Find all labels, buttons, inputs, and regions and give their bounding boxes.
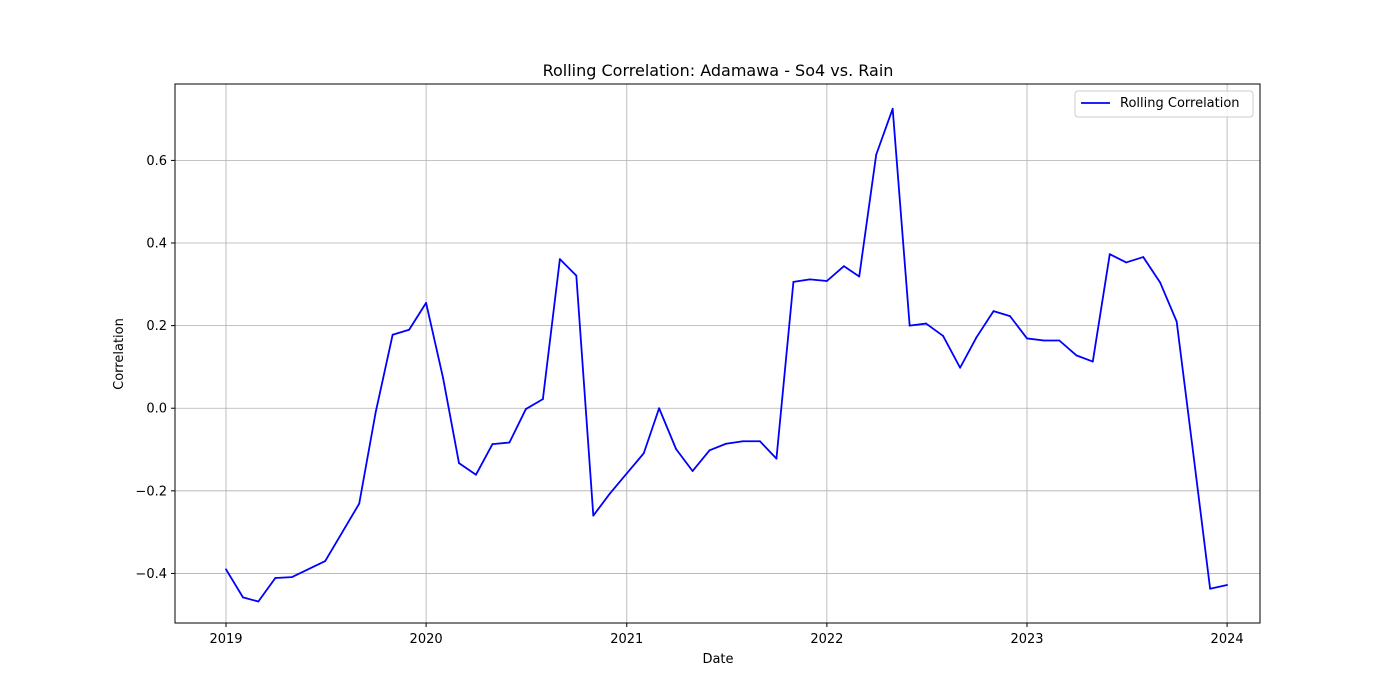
data-point [842, 265, 845, 268]
data-point [242, 596, 244, 599]
data-point [858, 275, 861, 278]
legend-label: Rolling Correlation [1120, 96, 1240, 111]
plot-frame [174, 83, 1261, 624]
data-point [708, 449, 711, 452]
data-point [759, 440, 761, 443]
data-point [792, 280, 795, 283]
data-point [825, 280, 828, 282]
data-point [625, 472, 628, 475]
data-point [1226, 584, 1228, 586]
data-point [908, 324, 911, 327]
x-axis-label: Date [702, 652, 733, 667]
data-point [541, 398, 544, 401]
data-point [1043, 339, 1045, 342]
data-point [575, 274, 578, 277]
y-tick-label: 0.4 [146, 237, 167, 252]
chart-title: Rolling Correlation: Adamawa - So4 vs. R… [543, 61, 894, 80]
data-point [1058, 339, 1061, 342]
data-point [1209, 587, 1212, 590]
data-point [442, 377, 444, 379]
x-tick-label: 2021 [610, 632, 643, 647]
data-point [691, 470, 694, 472]
data-point [592, 514, 595, 517]
data-point [1009, 315, 1011, 318]
grid-lines [175, 84, 1260, 623]
data-point [274, 577, 277, 579]
y-axis-ticks: −0.4 −0.2 0.0 0.2 0.4 0.6 [135, 154, 175, 582]
y-tick-label: −0.2 [135, 484, 167, 499]
data-point [942, 335, 945, 337]
x-tick-label: 2022 [810, 632, 843, 647]
data-point [959, 366, 961, 369]
data-point [1192, 455, 1195, 458]
data-point [458, 462, 460, 465]
data-point [1075, 354, 1078, 357]
data-point [324, 560, 327, 562]
x-tick-label: 2023 [1010, 632, 1043, 647]
data-point [1142, 256, 1145, 258]
data-point [491, 443, 494, 446]
data-point [558, 258, 561, 261]
legend: Rolling Correlation [1074, 90, 1254, 118]
data-point [374, 411, 377, 414]
data-point [658, 407, 661, 410]
data-point [508, 441, 511, 444]
data-point [425, 302, 427, 304]
data-point [642, 452, 645, 455]
data-point [891, 107, 894, 110]
data-point [775, 457, 778, 460]
data-point [1159, 281, 1162, 284]
data-point [358, 502, 361, 505]
data-point [408, 328, 411, 331]
data-point [875, 153, 878, 156]
data-point [725, 442, 727, 445]
data-point [992, 310, 995, 313]
data-point [925, 322, 928, 325]
data-point [975, 336, 978, 339]
y-tick-label: 0.6 [146, 154, 167, 169]
data-point [1175, 320, 1178, 323]
data-point [225, 568, 227, 571]
x-axis-ticks: 2019 2020 2021 2022 2023 2024 [209, 623, 1244, 647]
data-point [1125, 261, 1128, 264]
legend-box [1074, 90, 1254, 118]
data-point [1091, 360, 1094, 363]
data-point [608, 492, 611, 495]
x-tick-label: 2019 [209, 632, 242, 647]
data-point [257, 600, 260, 603]
x-tick-label: 2020 [410, 632, 443, 647]
y-axis-label: Correlation [112, 318, 127, 390]
x-tick-label: 2024 [1211, 632, 1244, 647]
data-point [1026, 337, 1028, 340]
series-layer [225, 107, 1228, 603]
data-point [391, 333, 394, 336]
data-point [290, 576, 293, 579]
data-point [742, 440, 744, 443]
y-tick-label: 0.0 [146, 402, 167, 417]
data-point [524, 408, 527, 410]
data-point [808, 278, 811, 281]
data-point [475, 473, 477, 476]
y-tick-label: −0.4 [135, 567, 167, 582]
data-point [1108, 253, 1111, 256]
y-tick-label: 0.2 [146, 319, 167, 334]
data-point [675, 448, 678, 451]
